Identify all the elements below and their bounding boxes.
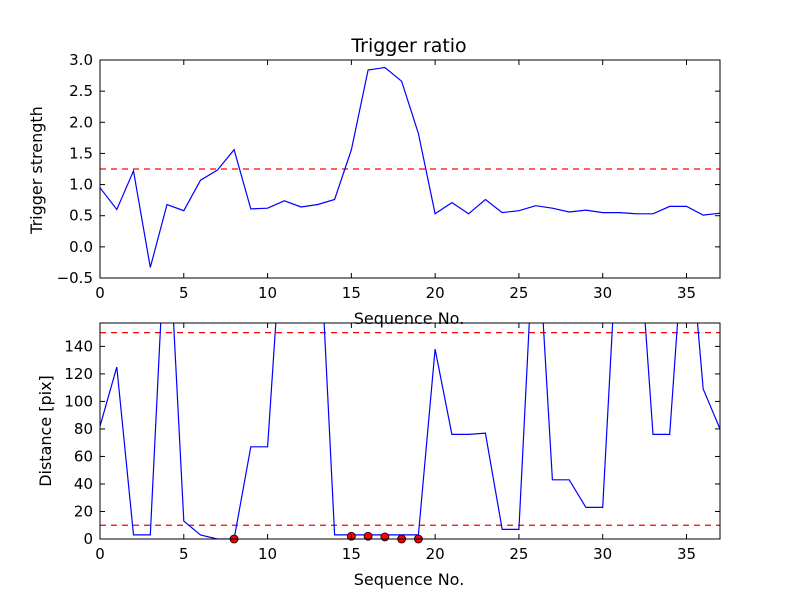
bottom-x-tick-label-1: 5 <box>179 545 189 563</box>
top-y-tick-label-3: 1.0 <box>69 176 93 194</box>
top-y-tick-label-0: −0.5 <box>57 269 93 287</box>
bottom-y-tick-label-6: 120 <box>64 365 93 383</box>
bottom-x-axis-label: Sequence No. <box>354 570 465 589</box>
bottom-marker-2 <box>363 531 373 541</box>
bottom-plot-frame <box>99 322 721 540</box>
bottom-x-tick-label-0: 0 <box>95 545 105 563</box>
top-series-line <box>100 66 720 268</box>
top-y-tick-label-7: 3.0 <box>69 51 93 69</box>
bottom-x-tick-label-6: 30 <box>593 545 612 563</box>
top-x-tick-label-3: 15 <box>342 284 361 302</box>
top-panel: 0 5 10 15 20 25 30 35 −0.5 0.0 0.5 1.0 1.5 2.0 2.5 3.0 <box>57 51 721 302</box>
chart-title: Trigger ratio <box>350 35 466 57</box>
top-x-tick-label-4: 20 <box>426 284 445 302</box>
bottom-x-tick-label-5: 25 <box>509 545 528 563</box>
bottom-y-tick-label-1: 20 <box>74 502 93 520</box>
top-plot-frame <box>99 59 721 279</box>
bottom-y-tick-label-7: 140 <box>64 337 93 355</box>
bottom-y-tick-label-5: 100 <box>64 392 93 410</box>
bottom-series-line <box>100 323 720 539</box>
top-x-tick-label-1: 5 <box>179 284 189 302</box>
bottom-x-tick-label-2: 10 <box>258 545 277 563</box>
bottom-y-tick-label-4: 80 <box>74 420 93 438</box>
top-x-tick-label-5: 25 <box>509 284 528 302</box>
bottom-y-tick-label-0: 0 <box>83 530 93 548</box>
top-x-tick-label-2: 10 <box>258 284 277 302</box>
top-x-axis-label: Sequence No. <box>354 309 465 328</box>
top-y-tick-label-5: 2.0 <box>69 113 93 131</box>
top-y-tick-label-6: 2.5 <box>69 82 93 100</box>
bottom-y-tick-label-2: 40 <box>74 475 93 493</box>
top-x-tick-label-0: 0 <box>95 284 105 302</box>
bottom-x-tick-label-3: 15 <box>342 545 361 563</box>
top-y-tick-label-1: 0.0 <box>69 238 93 256</box>
top-y-tick-label-4: 1.5 <box>69 144 93 162</box>
top-y-axis-label: Trigger strength <box>27 106 46 235</box>
top-y-tick-label-2: 0.5 <box>69 207 93 225</box>
bottom-marker-3 <box>380 532 390 542</box>
bottom-y-axis-label: Distance [pix] <box>36 375 55 487</box>
top-x-tick-label-7: 35 <box>677 284 696 302</box>
bottom-x-tick-label-7: 35 <box>677 545 696 563</box>
top-x-tick-label-6: 30 <box>593 284 612 302</box>
bottom-x-tick-label-4: 20 <box>426 545 445 563</box>
bottom-y-tick-label-3: 60 <box>74 447 93 465</box>
bottom-panel: 0 5 10 15 20 25 30 35 0 20 40 60 80 100 120 140 <box>64 322 721 563</box>
